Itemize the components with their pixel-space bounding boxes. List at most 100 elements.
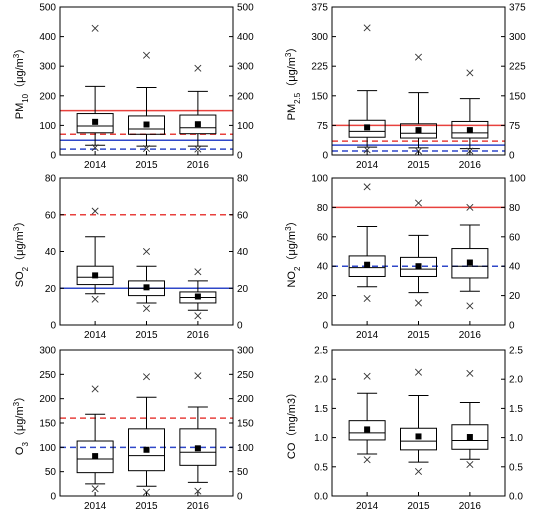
y-tick-label-right: 2.5 <box>509 346 523 357</box>
mean-marker <box>364 426 371 433</box>
mean-marker <box>194 121 201 128</box>
y-tick-label-right: 80 <box>237 174 249 185</box>
y-tick-label-right: 100 <box>237 443 254 454</box>
outlier-marker <box>414 368 423 376</box>
y-tick-label-right: 20 <box>237 284 249 295</box>
y-tick-label-left: 80 <box>45 174 57 185</box>
y-tick-label-left: 100 <box>39 121 56 132</box>
mean-marker <box>415 433 422 440</box>
y-tick-label-left: 300 <box>39 62 56 73</box>
y-tick-label-left: 0 <box>50 151 56 162</box>
panel-3: 0 0 20 20 40 40 60 60 80 80 2014 2015 2016 SO2（μg/m3） <box>12 174 249 342</box>
panel-4: 0 0 20 20 40 40 60 60 80 80 100 100 2014 2015 2016 NO2（… <box>284 174 527 342</box>
x-tick-label: 2016 <box>187 330 210 341</box>
x-tick-label: 2015 <box>135 501 158 512</box>
outlier-marker <box>466 302 474 310</box>
box-iqr <box>451 120 489 139</box>
y-axis-label: O3（μg/m3） <box>12 391 30 455</box>
x-tick-label: 2014 <box>356 501 379 512</box>
x-tick-label: 2015 <box>407 160 430 171</box>
box-2014 <box>76 24 114 152</box>
y-tick-label-left: 75 <box>317 121 329 132</box>
outlier-marker <box>142 247 151 256</box>
y-axis-label: PM2.5（μg/m3） <box>284 42 302 121</box>
y-tick-label-right: 0 <box>237 151 243 162</box>
box-2016 <box>451 69 489 155</box>
mean-marker <box>415 263 422 270</box>
outlier-marker <box>194 487 202 495</box>
outlier-marker <box>363 456 371 464</box>
y-axis-label: NO2（μg/m3） <box>284 215 302 287</box>
x-tick-label: 2014 <box>84 330 107 341</box>
outlier-marker <box>194 372 202 380</box>
y-tick-label-left: 100 <box>39 443 56 454</box>
outlier-marker <box>91 485 99 493</box>
y-tick-label-left: 375 <box>311 3 328 14</box>
outlier-marker <box>414 299 423 307</box>
outlier-marker <box>466 69 474 77</box>
box-2016 <box>179 372 217 495</box>
outlier-marker <box>194 145 202 153</box>
box-2014 <box>348 24 386 154</box>
y-tick-label-left: 1.5 <box>314 404 328 415</box>
x-tick-label: 2016 <box>459 160 482 171</box>
panel-6: 0.0 0.0 0.5 0.5 1.0 1.0 1.5 1.5 2.0 2.0 2.5 2.5 2014… <box>285 346 523 513</box>
panel-2: 0 0 75 75 150 150 225 225 300 300 375 375 2014 2015 20… <box>284 3 527 172</box>
y-tick-label-right: 50 <box>237 467 249 478</box>
box-iqr <box>451 248 489 279</box>
x-tick-label: 2016 <box>459 330 482 341</box>
y-tick-label-left: 20 <box>45 284 57 295</box>
mean-marker <box>364 261 371 268</box>
outlier-marker <box>466 203 474 211</box>
mean-marker <box>92 272 99 279</box>
box-2015 <box>128 373 165 496</box>
y-tick-label-left: 40 <box>45 247 57 258</box>
box-iqr <box>76 113 114 134</box>
y-tick-label-right: 2.0 <box>509 375 523 386</box>
x-tick-label: 2014 <box>84 160 107 171</box>
box-iqr <box>128 428 165 472</box>
y-tick-label-right: 300 <box>509 32 526 43</box>
mean-marker <box>415 127 422 134</box>
box-2015 <box>400 53 437 155</box>
y-tick-label-right: 80 <box>509 203 521 214</box>
outlier-marker <box>194 312 202 320</box>
y-tick-label-left: 1.0 <box>314 433 328 444</box>
x-tick-label: 2016 <box>187 160 210 171</box>
y-tick-label-left: 60 <box>45 210 57 221</box>
y-tick-label-right: 500 <box>237 3 254 14</box>
outlier-marker <box>466 460 474 468</box>
y-tick-label-left: 300 <box>311 32 328 43</box>
y-tick-label-left: 50 <box>45 467 57 478</box>
outlier-marker <box>142 144 151 153</box>
x-tick-label: 2015 <box>135 160 158 171</box>
mean-marker <box>143 446 150 453</box>
panel-1: 0 0 100 100 200 200 300 300 400 400 500 500 2014 2015… <box>12 3 255 172</box>
box-2015 <box>128 247 165 312</box>
y-tick-label-right: 200 <box>237 91 254 102</box>
y-tick-label-right: 40 <box>509 262 521 273</box>
box-iqr <box>348 255 386 277</box>
y-tick-label-right: 400 <box>237 32 254 43</box>
outlier-marker <box>414 53 423 61</box>
outlier-marker <box>91 385 99 393</box>
box-iqr <box>400 256 437 277</box>
y-tick-label-left: 100 <box>311 174 328 185</box>
x-tick-label: 2015 <box>407 501 430 512</box>
y-tick-label-left: 2.0 <box>314 375 328 386</box>
y-tick-label-right: 250 <box>237 370 254 381</box>
outlier-marker <box>91 144 99 152</box>
y-tick-label-right: 1.0 <box>509 433 523 444</box>
y-tick-label-left: 150 <box>39 419 56 430</box>
x-tick-label: 2014 <box>84 501 107 512</box>
y-tick-label-right: 200 <box>237 394 254 405</box>
y-tick-label-left: 200 <box>39 91 56 102</box>
box-iqr <box>348 119 386 138</box>
y-tick-label-right: 150 <box>237 419 254 430</box>
box-iqr <box>348 420 386 441</box>
mean-marker <box>194 293 201 300</box>
x-tick-label: 2014 <box>356 160 379 171</box>
y-tick-label-right: 225 <box>509 62 526 73</box>
box-iqr <box>76 265 114 286</box>
outlier-marker <box>142 373 151 381</box>
